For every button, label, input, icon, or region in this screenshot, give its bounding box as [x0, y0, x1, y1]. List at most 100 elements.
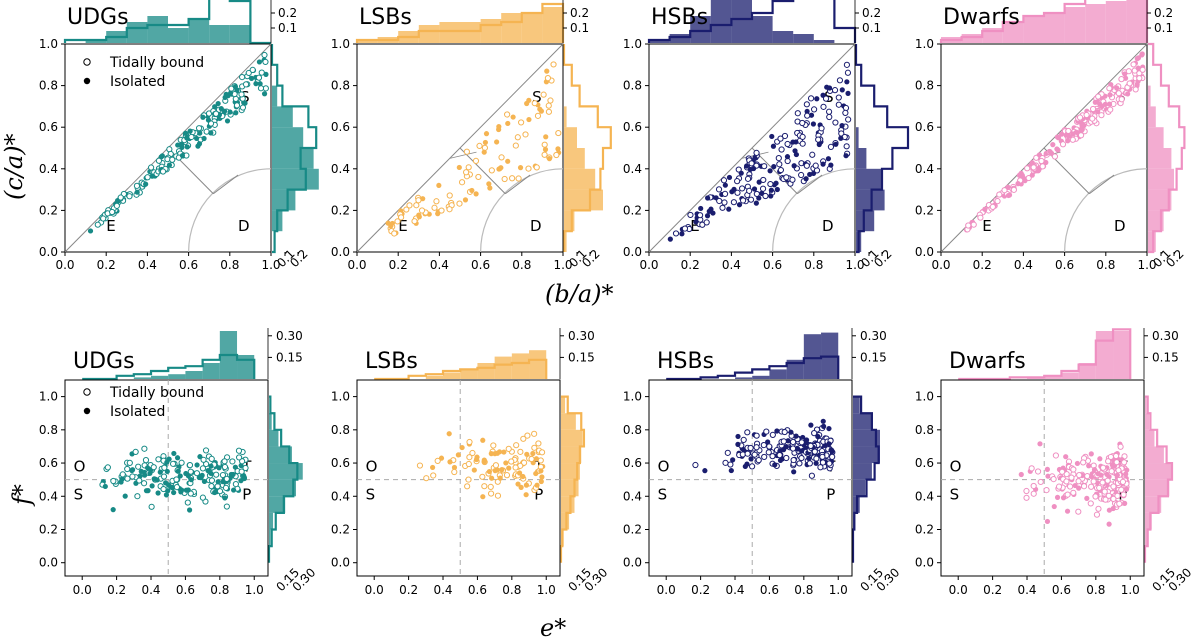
point-isolated — [844, 79, 850, 85]
point-tidal — [842, 109, 849, 117]
point-isolated — [184, 135, 190, 141]
point-tidal — [129, 473, 136, 480]
point-tidal — [1080, 459, 1087, 466]
x-tick-label: 0.6 — [468, 583, 487, 597]
point-tidal — [1092, 493, 1099, 500]
hist-top-step-tidal — [355, 2, 565, 43]
point-isolated — [771, 164, 777, 170]
point-isolated — [544, 68, 550, 74]
point-tidal — [808, 472, 816, 479]
hist-right-step-tidal — [559, 395, 586, 563]
point-tidal — [819, 453, 826, 460]
hist-right-step-tidal — [562, 44, 612, 252]
point-tidal — [989, 203, 996, 211]
point-isolated — [825, 156, 832, 162]
point-tidal — [235, 447, 243, 454]
region-label-e: E — [982, 217, 991, 235]
legend-tidal-marker — [83, 58, 91, 66]
point-tidal — [1108, 468, 1115, 475]
point-tidal — [1039, 163, 1046, 170]
point-tidal — [466, 454, 473, 461]
point-tidal — [1105, 492, 1112, 499]
point-isolated — [826, 441, 832, 447]
y-tick-label: 0.2 — [623, 203, 642, 217]
point-isolated — [765, 439, 771, 445]
legend-tidal-label: Tidally bound — [109, 385, 204, 401]
point-tidal — [753, 444, 760, 451]
hist-right-bar-iso — [1148, 106, 1156, 128]
point-tidal — [1099, 479, 1106, 486]
point-tidal — [734, 189, 741, 196]
region-divider — [1089, 174, 1115, 195]
point-tidal — [843, 143, 850, 150]
point-isolated — [462, 197, 469, 203]
point-isolated — [828, 447, 834, 453]
point-tidal — [117, 194, 124, 201]
point-tidal — [761, 163, 768, 170]
point-tidal — [403, 206, 410, 213]
hist-right-bar-iso — [853, 479, 866, 497]
point-tidal — [221, 458, 228, 465]
point-tidal — [245, 69, 252, 77]
point-tidal — [514, 134, 521, 141]
point-tidal — [235, 454, 243, 461]
panel-bottom-udgs: 0.150.300.150.300.0 0.2 0.4 0.6 0.8 1.00.00.2… — [39, 328, 318, 597]
frame — [356, 43, 564, 253]
hist-right-bar-iso — [272, 85, 278, 107]
point-isolated — [982, 206, 988, 212]
point-isolated — [1124, 467, 1130, 473]
y-tick-label: 0.2 — [39, 522, 58, 536]
point-tidal — [505, 445, 512, 452]
panel-title: HSBs — [657, 349, 714, 374]
point-tidal — [169, 460, 177, 467]
point-isolated — [1139, 52, 1145, 58]
point-tidal — [528, 455, 535, 463]
point-tidal — [747, 196, 755, 203]
hist-top-bar-iso — [769, 369, 787, 379]
y-tick-label: 0.2 — [331, 203, 350, 217]
point-tidal — [1139, 66, 1146, 73]
point-tidal — [1080, 483, 1088, 490]
x-tick-label: 1.0 — [829, 583, 848, 597]
point-isolated — [748, 456, 754, 462]
hist-top-bar-iso — [542, 7, 563, 43]
point-tidal — [531, 100, 538, 107]
point-isolated — [175, 142, 181, 148]
point-tidal — [124, 475, 131, 482]
x-tick-label: 0.6 — [471, 258, 490, 272]
point-tidal — [747, 444, 754, 452]
hist-top-bar-iso — [1061, 372, 1079, 379]
point-tidal — [753, 149, 760, 157]
hist-right-bar-iso — [564, 127, 577, 148]
point-tidal — [465, 164, 472, 171]
point-isolated — [182, 130, 189, 136]
point-isolated — [459, 444, 465, 451]
point-isolated — [1122, 500, 1128, 506]
region-label-p: P — [534, 486, 543, 504]
x-tick-label: 0.6 — [1055, 258, 1074, 272]
point-tidal — [150, 464, 157, 471]
hist-top-bar-iso — [961, 34, 983, 43]
point-isolated — [824, 84, 830, 90]
point-tidal — [216, 488, 224, 495]
hist-right-bar-iso — [269, 496, 286, 513]
point-isolated — [231, 487, 237, 493]
point-tidal — [806, 460, 813, 467]
point-isolated — [808, 422, 814, 428]
point-isolated — [205, 468, 211, 474]
point-tidal — [160, 485, 167, 493]
point-tidal — [1034, 468, 1042, 475]
point-tidal — [994, 198, 1001, 205]
region-label-o: O — [658, 457, 670, 475]
point-tidal — [466, 438, 473, 446]
point-tidal — [1132, 86, 1139, 93]
point-tidal — [512, 464, 519, 471]
point-tidal — [826, 460, 833, 467]
hist-right-bar-iso — [561, 396, 566, 414]
point-tidal — [458, 179, 466, 186]
point-isolated — [706, 208, 712, 214]
point-isolated — [178, 489, 184, 495]
point-tidal — [1116, 500, 1123, 507]
point-isolated — [735, 441, 741, 447]
point-tidal — [1121, 459, 1128, 466]
